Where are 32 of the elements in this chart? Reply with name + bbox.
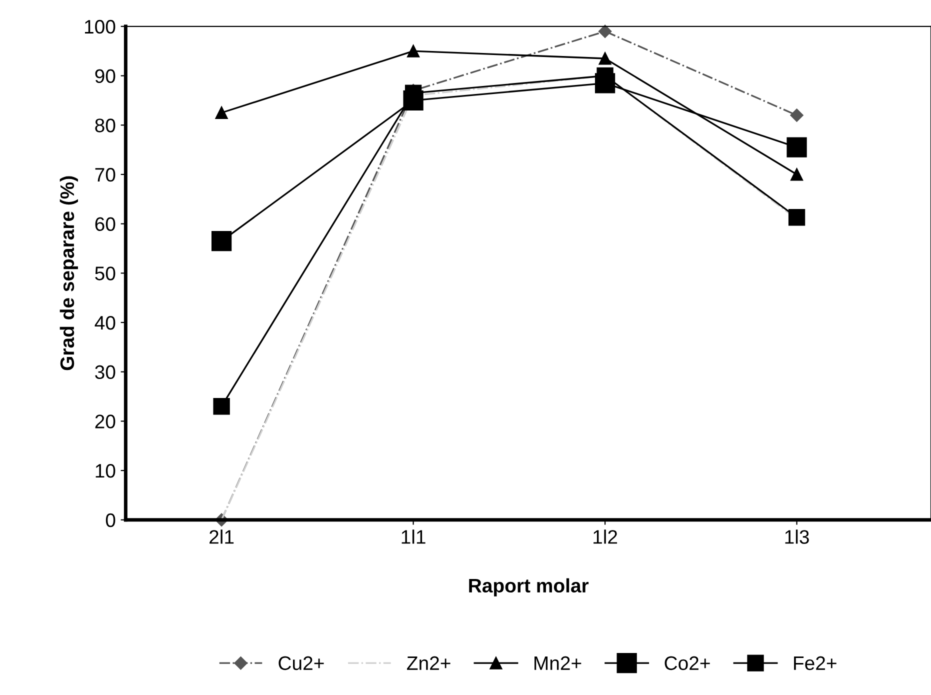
y-tick-label: 70	[95, 168, 116, 182]
y-tick-label: 80	[95, 118, 116, 132]
legend-label: Cu2+	[278, 656, 324, 670]
y-tick-label: 40	[94, 316, 116, 330]
y-tick-label: 100	[85, 20, 116, 34]
point	[786, 137, 807, 158]
x-tick-label: 1l2	[594, 530, 618, 544]
x-tick-label: 1l1	[402, 530, 426, 544]
legend-label: Fe2+	[794, 656, 836, 670]
y-tick-label: 0	[106, 513, 116, 528]
y-tick-label: 10	[96, 464, 116, 478]
point	[215, 106, 228, 120]
point	[211, 230, 232, 252]
point	[213, 398, 230, 415]
legend-label: Zn2+	[407, 656, 450, 670]
point	[790, 108, 804, 122]
y-tick-label: 50	[95, 266, 116, 280]
y-tick-label: 60	[95, 217, 116, 232]
legend-label: Co2+	[664, 656, 710, 670]
y-tick-label: 20	[95, 414, 116, 428]
y-tick-label: 90	[95, 69, 116, 83]
point	[407, 44, 420, 58]
y-axis-title: Grad de separare (%)	[60, 176, 78, 370]
point	[598, 24, 612, 38]
x-tick-label: 1l3	[785, 530, 809, 544]
legend-label: Mn2+	[534, 656, 582, 670]
x-axis-title: Raport molar	[469, 578, 589, 596]
x-tick-label: 2l1	[210, 530, 234, 544]
point	[598, 52, 612, 65]
point	[790, 168, 804, 181]
y-tick-label: 30	[95, 365, 116, 380]
point	[788, 209, 806, 226]
